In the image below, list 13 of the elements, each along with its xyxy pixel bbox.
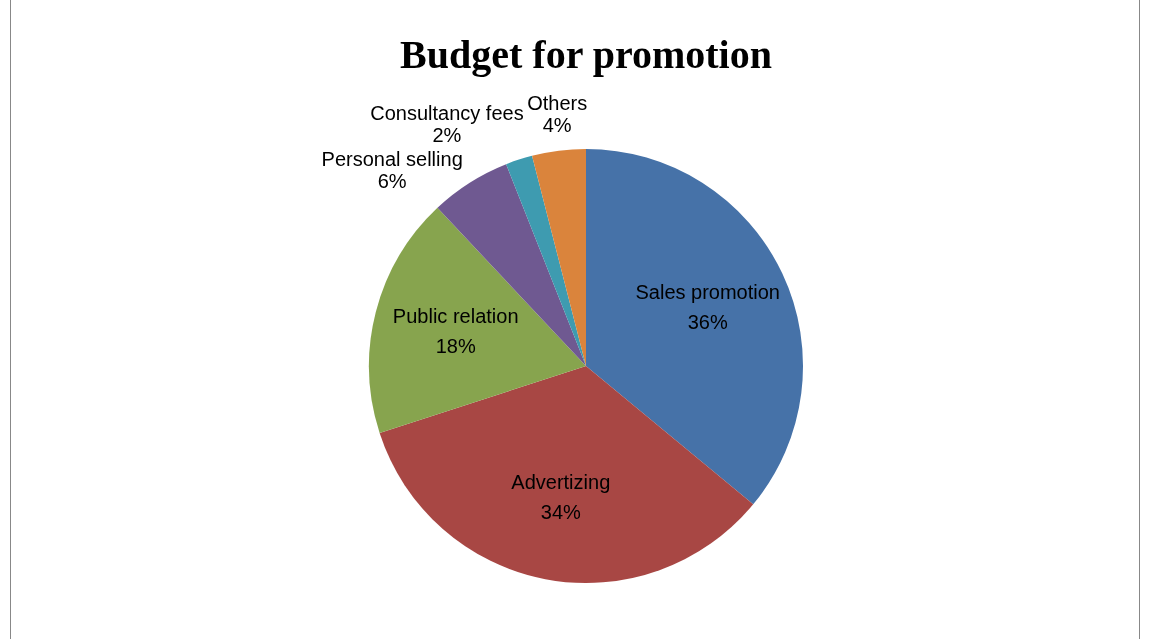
data-label: 4% (542, 114, 572, 137)
chart-title: Budget for promotion (400, 32, 772, 78)
data-label: 34% (540, 500, 582, 523)
data-label: 2% (432, 123, 462, 146)
data-label: 6% (377, 170, 407, 193)
slice-label: Sales promotion (635, 281, 780, 304)
slice-label: Personal selling (321, 148, 463, 171)
slice-label: Others (527, 92, 588, 115)
slice-label: Consultancy fees (370, 101, 524, 124)
data-label: 18% (435, 335, 476, 358)
slice-label: Public relation (392, 305, 519, 328)
data-label: 36% (687, 311, 728, 334)
slice-label: Advertizing (511, 470, 611, 493)
